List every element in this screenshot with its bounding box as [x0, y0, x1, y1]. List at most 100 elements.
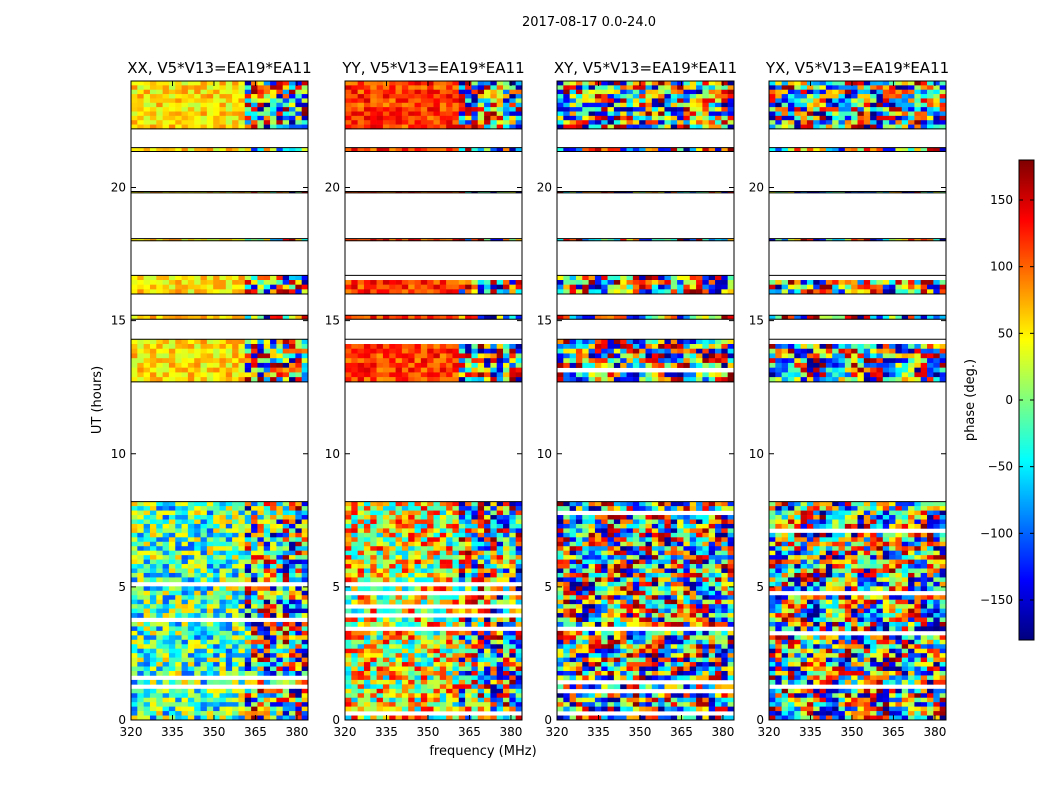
heatmap-cell [270, 506, 277, 511]
heatmap-cell [251, 348, 258, 354]
heatmap-cell [477, 289, 485, 295]
heatmap-cell [582, 506, 589, 511]
heatmap-cell [276, 510, 284, 516]
heatmap-cell [257, 599, 265, 605]
heatmap-cell [696, 568, 703, 574]
heatmap-cell [187, 315, 195, 320]
heatmap-cell [181, 372, 189, 378]
heatmap-cell [225, 590, 233, 596]
heatmap-cell [439, 635, 447, 641]
heatmap-cell [219, 662, 227, 667]
heatmap-cell [363, 568, 371, 574]
heatmap-cell [557, 564, 564, 569]
heatmap-cell [395, 315, 403, 320]
heatmap-cell [645, 550, 653, 556]
heatmap-cell [420, 550, 428, 556]
heatmap-cell [301, 613, 309, 618]
heatmap-cell [420, 577, 428, 583]
heatmap-cell [244, 564, 252, 569]
heatmap-cell [433, 564, 441, 569]
heatmap-cell [357, 572, 365, 578]
heatmap-cell [289, 653, 296, 658]
heatmap-cell [263, 85, 271, 91]
heatmap-cell [206, 546, 214, 551]
heatmap-cell [187, 515, 195, 520]
heatmap-cell [301, 599, 309, 605]
heatmap-cell [446, 191, 453, 194]
heatmap-cell [575, 644, 583, 650]
heatmap-cell [181, 639, 189, 645]
heatmap-cell [363, 715, 371, 721]
heatmap-cell [219, 372, 227, 378]
heatmap-cell [569, 541, 577, 547]
heatmap-cell [370, 353, 377, 359]
heatmap-cell [433, 532, 441, 538]
heatmap-cell [200, 541, 208, 547]
heatmap-cell [509, 621, 516, 627]
heatmap-cell [575, 515, 583, 520]
heatmap-cell [251, 515, 258, 520]
heatmap-cell [715, 608, 722, 614]
heatmap-cell [289, 377, 296, 383]
heatmap-cell [363, 693, 371, 699]
heatmap-cell [401, 289, 409, 295]
heatmap-cell [433, 528, 441, 534]
heatmap-cell [651, 555, 659, 560]
heatmap-cell [351, 367, 358, 373]
heatmap-cell [149, 124, 157, 130]
heatmap-cell [137, 377, 144, 383]
heatmap-cell [351, 523, 358, 529]
heatmap-cell [408, 635, 415, 641]
heatmap-cell [626, 613, 634, 618]
heatmap-cell [263, 532, 271, 538]
heatmap-cell [345, 102, 352, 108]
heatmap-cell [187, 555, 195, 560]
heatmap-cell [395, 568, 403, 574]
heatmap-cell [289, 599, 296, 605]
heatmap-cell [708, 577, 716, 583]
heatmap-cell [251, 644, 258, 650]
heatmap-cell [137, 94, 144, 99]
heatmap-cell [351, 675, 358, 681]
heatmap-cell [484, 630, 491, 636]
heatmap-cell [702, 546, 710, 551]
heatmap-cell [626, 572, 634, 578]
heatmap-cell [382, 653, 390, 658]
heatmap-cell [213, 358, 220, 364]
heatmap-cell [206, 648, 214, 654]
heatmap-cell [569, 639, 577, 645]
heatmap-cell [263, 541, 271, 547]
heatmap-cell [408, 702, 415, 707]
heatmap-cell [219, 377, 227, 383]
heatmap-cell [658, 604, 665, 609]
heatmap-cell [477, 315, 485, 320]
heatmap-cell [620, 572, 627, 578]
heatmap-cell [225, 362, 233, 368]
heatmap-cell [225, 501, 233, 507]
heatmap-cell [143, 697, 151, 703]
heatmap-cell [458, 501, 466, 507]
heatmap-cell [601, 613, 608, 618]
heatmap-cell [471, 586, 479, 592]
heatmap-cell [582, 555, 589, 560]
heatmap-cell [270, 613, 277, 618]
heatmap-cell [708, 515, 716, 520]
heatmap-cell [295, 102, 302, 108]
heatmap-cell [708, 648, 716, 654]
heatmap-cell [446, 599, 453, 605]
heatmap-cell [206, 666, 214, 672]
heatmap-cell [270, 111, 277, 117]
heatmap-cell [289, 608, 296, 614]
heatmap-cell [238, 541, 246, 547]
heatmap-cell [626, 581, 634, 587]
heatmap-cell [168, 559, 176, 565]
heatmap-cell [401, 85, 409, 91]
heatmap-cell [282, 191, 290, 194]
heatmap-cell [509, 559, 516, 565]
heatmap-cell [433, 107, 441, 112]
heatmap-cell [658, 555, 665, 560]
heatmap-cell [263, 621, 271, 627]
heatmap-cell [446, 693, 453, 699]
heatmap-cell [156, 377, 163, 383]
heatmap-cell [471, 85, 479, 91]
